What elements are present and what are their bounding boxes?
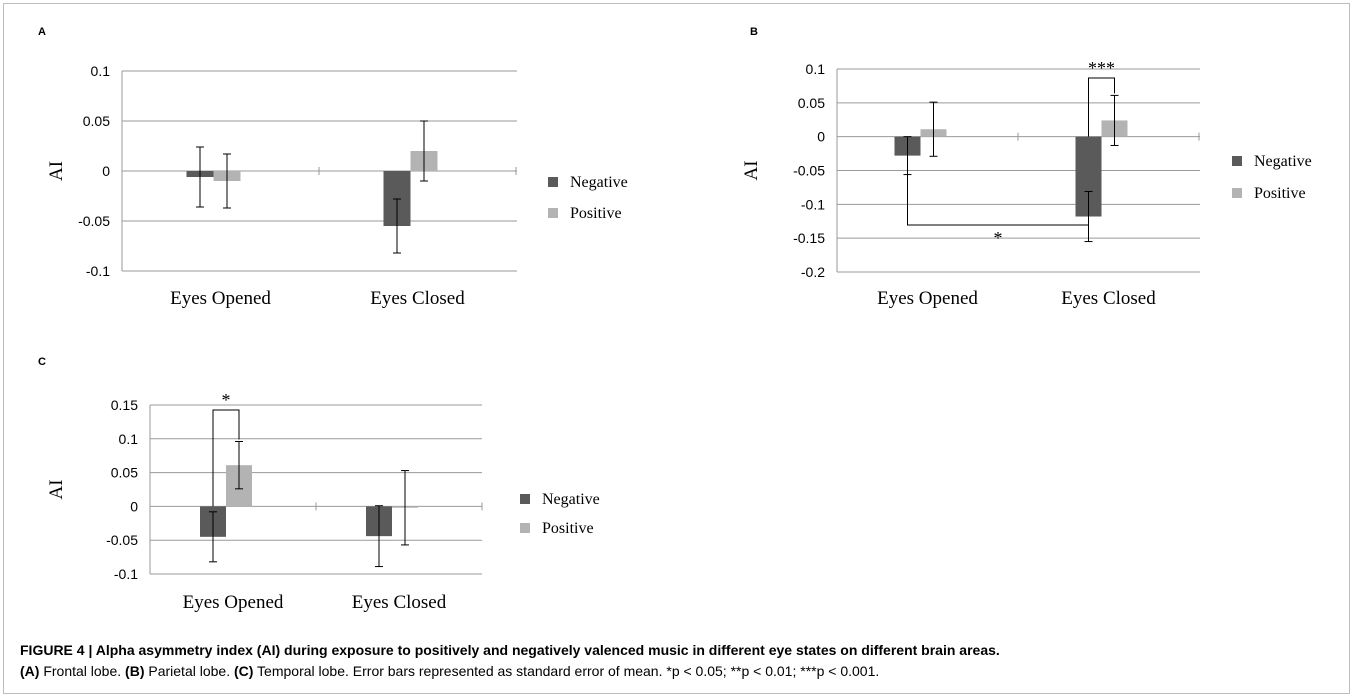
y-tick-label: -0.2	[801, 264, 825, 280]
significance-label: *	[994, 228, 1003, 248]
significance-bracket	[907, 155, 1089, 226]
caption-body: (A) Frontal lobe. (B) Parietal lobe. (C)…	[20, 661, 1340, 682]
caption-b-label: (B)	[125, 663, 145, 679]
legend-label: Positive	[542, 520, 594, 537]
y-tick-label: -0.05	[106, 532, 138, 548]
category-label: Eyes Opened	[170, 288, 271, 309]
y-tick-label: 0	[817, 129, 825, 145]
caption-c-text: Temporal lobe. Error bars represented as…	[253, 663, 880, 679]
legend-swatch-positive	[520, 523, 530, 533]
y-tick-label: -0.1	[114, 566, 138, 582]
category-label: Eyes Closed	[370, 288, 465, 309]
legend-label: Positive	[1254, 185, 1306, 202]
panel-letter: A	[38, 26, 46, 38]
panel-letter: B	[750, 26, 758, 38]
figure-canvas: A 0.1 0.05 0 -0.05 -0.1 AI Eyes Opened Eyes Clos…	[38, 26, 1312, 613]
legend-label: Negative	[570, 174, 628, 191]
y-tick-label: 0.05	[83, 113, 110, 129]
caption-a-text: Frontal lobe.	[39, 663, 126, 679]
caption-b-text: Parietal lobe.	[144, 663, 234, 679]
legend-label: Positive	[570, 205, 622, 222]
significance-bracket	[212, 409, 240, 507]
caption-c-label: (C)	[233, 663, 254, 679]
caption-a-label: (A)	[20, 663, 40, 679]
legend-swatch-positive	[548, 208, 558, 218]
significance-bracket	[1088, 77, 1115, 137]
legend-label: Negative	[1254, 153, 1312, 170]
y-tick-label: -0.1	[86, 263, 110, 279]
y-tick-label: -0.15	[793, 230, 825, 246]
significance-label: ***	[1088, 58, 1115, 78]
y-axis-label: AI	[741, 160, 762, 180]
y-axis-label: AI	[46, 479, 67, 499]
y-tick-label: -0.05	[78, 213, 110, 229]
category-label: Eyes Closed	[352, 592, 447, 613]
y-tick-label: 0.1	[119, 431, 139, 447]
y-tick-label: -0.05	[793, 163, 825, 179]
panel-a: A 0.1 0.05 0 -0.05 -0.1 AI Eyes Opened Eyes Clos…	[38, 26, 628, 309]
panel-c: C 0.15 0.1 0.05 0 -0.05 -0.1 AI Eyes Opened Eyes …	[38, 356, 600, 613]
y-axis-label: AI	[46, 161, 67, 181]
figure-frame	[3, 3, 1350, 694]
y-tick-label: 0	[102, 163, 110, 179]
legend-swatch-negative	[1232, 156, 1242, 166]
category-label: Eyes Closed	[1061, 288, 1156, 309]
y-tick-label: -0.1	[801, 196, 825, 212]
significance-label: *	[222, 390, 231, 410]
caption-title: FIGURE 4 | Alpha asymmetry index (AI) du…	[20, 642, 1000, 658]
figure-caption: FIGURE 4 | Alpha asymmetry index (AI) du…	[20, 640, 1340, 682]
legend-label: Negative	[542, 491, 600, 508]
panel-letter: C	[38, 356, 46, 368]
legend-swatch-negative	[520, 494, 530, 504]
y-tick-label: 0.1	[806, 61, 826, 77]
category-label: Eyes Opened	[877, 288, 978, 309]
y-tick-label: 0.15	[111, 397, 138, 413]
y-tick-label: 0.05	[798, 95, 825, 111]
y-tick-label: 0.05	[111, 465, 138, 481]
y-tick-label: 0.1	[91, 63, 111, 79]
category-label: Eyes Opened	[183, 592, 284, 613]
legend-swatch-negative	[548, 177, 558, 187]
y-tick-label: 0	[130, 498, 138, 514]
legend-swatch-positive	[1232, 188, 1242, 198]
panel-b: B 0.1 0.05 0 -0.05 -0.1 -0.15 -0.2 AI Eyes Opened…	[741, 26, 1312, 309]
